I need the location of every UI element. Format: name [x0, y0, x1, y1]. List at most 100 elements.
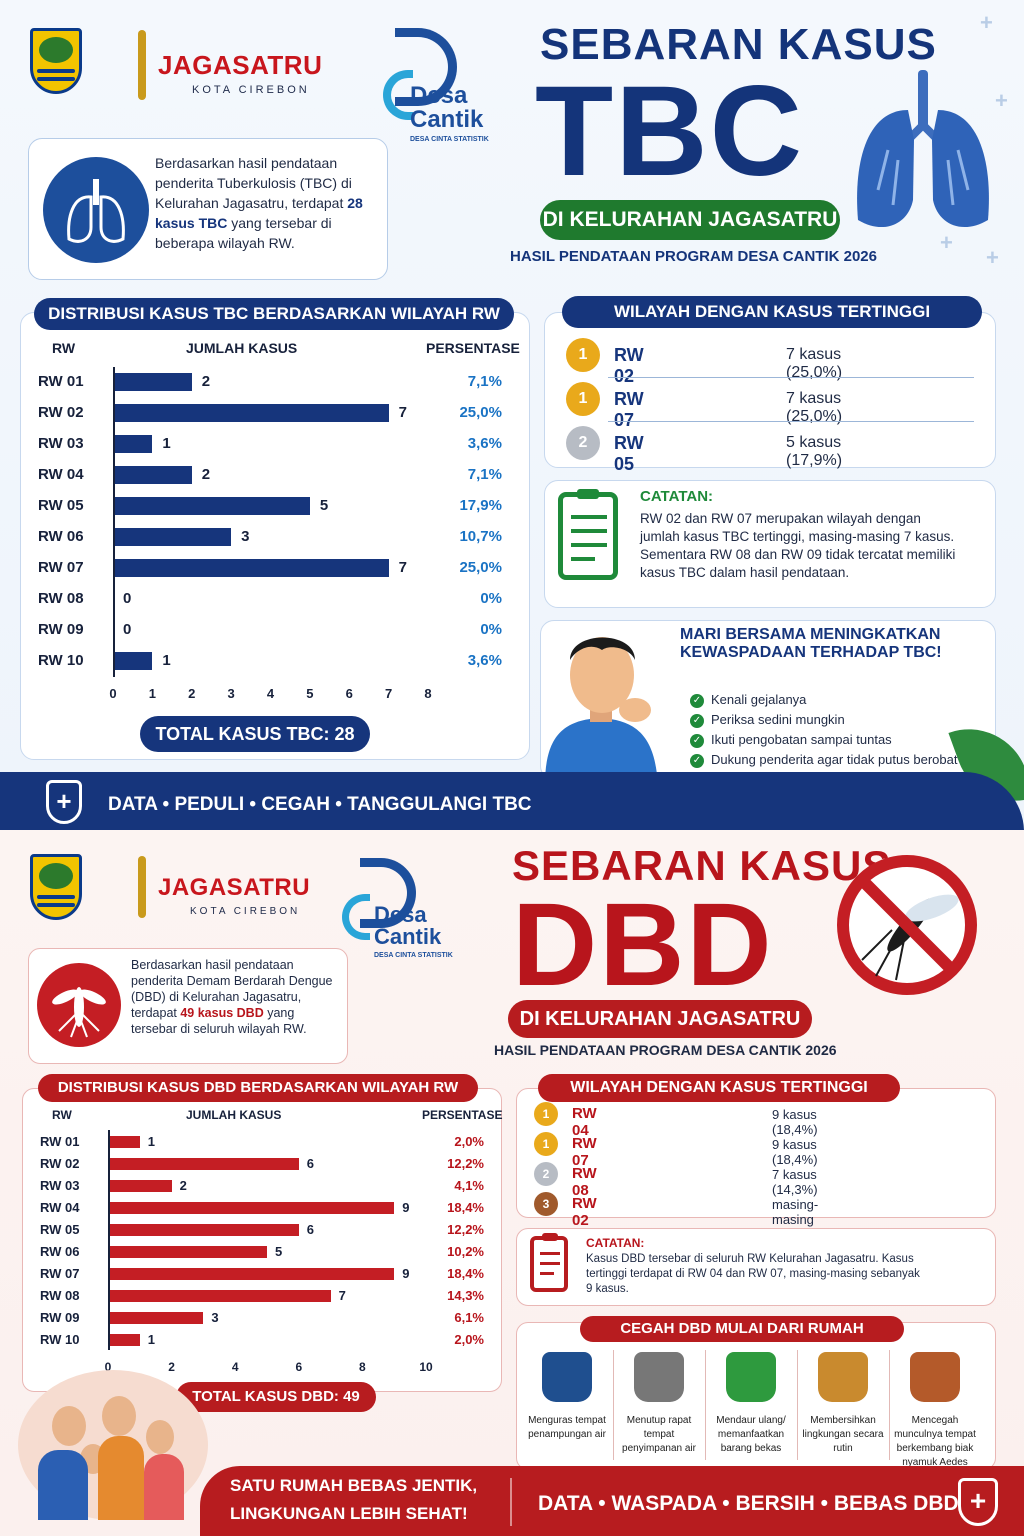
prevention-divider: [613, 1350, 614, 1460]
awareness-item-text: Periksa sedini mungkin: [711, 712, 845, 727]
tbc-col-jumlah: JUMLAH KASUS: [186, 340, 298, 356]
prevention-item-label: Menguras tempat penampungan air: [528, 1415, 606, 1440]
page-title-line-1: SEBARAN KASUS: [512, 842, 892, 889]
tbc-chart-title: DISTRIBUSI KASUS TBC BERDASARKAN WILAYAH…: [34, 298, 514, 330]
city-crest-logo: [30, 854, 82, 920]
awareness-item: ✓ Periksa sedini mungkin: [690, 712, 845, 728]
rank-medal-icon: 1: [566, 382, 600, 416]
plus-decoration-icon: +: [980, 10, 993, 35]
no-mosquito-icon: [837, 855, 977, 995]
desa-logo-word-2: Cantik: [410, 106, 484, 133]
awareness-item-text: Dukung penderita agar tidak putus beroba…: [711, 752, 958, 767]
dbd-slogan-line-2: LINGKUNGAN LEBIH SEHAT!: [230, 1504, 468, 1523]
location-pill: DI KELURAHAN JAGASATRU: [508, 1000, 812, 1038]
rank-medal-icon: 2: [566, 426, 600, 460]
desa-logo-subtext: DESA CINTA STATISTIK: [410, 136, 489, 143]
top-region-divider: [608, 377, 974, 378]
dbd-top-title: WILAYAH DENGAN KASUS TERTINGGI: [538, 1074, 900, 1102]
awareness-item: ✓ Dukung penderita agar tidak putus berob…: [690, 752, 957, 768]
dbd-col-jumlah: JUMLAH KASUS: [186, 1108, 282, 1122]
top-region-name: RW 05: [614, 433, 644, 474]
dbd-note-text: Kasus DBD tersebar di seluruh RW Kelurah…: [586, 1253, 920, 1295]
dbd-footer-bar: [200, 1466, 1024, 1536]
rank-medal-icon: 3: [534, 1192, 558, 1216]
dbd-top-card: [516, 1088, 996, 1218]
desa-logo-word-1: Desa: [374, 902, 427, 927]
check-icon: ✓: [690, 733, 704, 748]
dbd-chart-card: [22, 1088, 502, 1392]
check-icon: ✓: [690, 753, 704, 768]
plus-decoration-icon: +: [940, 230, 953, 255]
tbc-note-card: [544, 480, 996, 608]
desa-cantik-logo-mark: [395, 28, 457, 106]
program-subtitle: HASIL PENDATAAN PROGRAM DESA CANTIK 2026: [510, 248, 877, 265]
dbd-footer-text: DATA • WASPADA • BERSIH • BEBAS DBD: [538, 1492, 959, 1515]
top-region-name: RW 08: [572, 1165, 597, 1199]
top-region-name: RW 02: [614, 345, 644, 386]
rank-medal-icon: 2: [534, 1162, 558, 1186]
awareness-item: ✓ Ikuti pengobatan sampai tuntas: [690, 732, 892, 748]
family-illustration: [18, 1370, 208, 1520]
coughing-person-illustration: [545, 637, 658, 785]
clipboard-icon: [530, 1233, 568, 1292]
rank-medal-icon: 1: [534, 1132, 558, 1156]
lungs-badge-icon: [43, 157, 149, 263]
dbd-slogan-line-1: SATU RUMAH BEBAS JENTIK,: [230, 1476, 478, 1495]
tbc-footer-text: DATA • PEDULI • CEGAH • TANGGULANGI TBC: [108, 794, 532, 815]
plus-decoration-icon: +: [986, 245, 999, 270]
desa-logo-subtext: DESA CINTA STATISTIK: [374, 952, 453, 959]
tbc-col-persentase: PERSENTASE: [426, 340, 520, 356]
tbc-col-rw: RW: [52, 340, 76, 356]
awareness-item-text: Kenali gejalanya: [711, 692, 807, 707]
shield-icon: +: [958, 1478, 998, 1526]
dbd-note-title: CATATAN:: [586, 1236, 645, 1250]
intro-text: Berdasarkan hasil pendataan penderita De…: [131, 958, 333, 1036]
top-region-value: 5 kasus (17,9%): [786, 434, 843, 469]
awareness-item-text: Ikuti pengobatan sampai tuntas: [711, 732, 892, 747]
tbc-note-title: CATATAN:: [640, 488, 714, 505]
shield-icon: +: [46, 780, 82, 824]
lungs-icon: [857, 70, 989, 228]
top-region-name: RW 04: [572, 1105, 597, 1139]
scepter-icon: [138, 30, 146, 100]
city-crest-logo: [30, 28, 82, 94]
dbd-note-card: [516, 1228, 996, 1306]
dbd-col-persentase: PERSENTASE: [422, 1108, 503, 1122]
dbd-slogan: SATU RUMAH BEBAS JENTIK, LINGKUNGAN LEBI…: [230, 1472, 477, 1528]
tbc-note-text: RW 02 dan RW 07 merupakan wilayah dengan…: [640, 511, 956, 580]
intro-card: Berdasarkan hasil pendataan penderita Tu…: [28, 138, 388, 280]
dbd-total-pill: TOTAL KASUS DBD: 49: [176, 1382, 376, 1412]
plus-decoration-icon: +: [995, 88, 1008, 113]
dbd-section: JAGASATRU KOTA CIREBON Desa Cantik DESA …: [0, 830, 1024, 1536]
top-region-value: 9 kasus (18,4%): [772, 1107, 818, 1137]
prevention-item-label: Membersihkan lingkungan secara rutin: [802, 1415, 884, 1454]
desa-logo-word-1: Desa: [410, 82, 468, 109]
dbd-col-rw: RW: [52, 1108, 72, 1122]
top-region-name: RW 07: [572, 1135, 597, 1169]
desa-cantik-logo-mark: [360, 858, 416, 928]
jagasatru-logo-subtext: KOTA CIREBON: [192, 84, 310, 96]
top-region-value: 7 kasus (14,3%): [772, 1167, 818, 1197]
rank-medal-icon: 1: [566, 338, 600, 372]
top-region-divider: [608, 421, 974, 422]
clipboard-icon: [558, 489, 618, 580]
covered-container-icon: [634, 1352, 684, 1402]
prevention-divider: [889, 1350, 890, 1460]
top-region-value: 7 kasus (25,0%): [786, 346, 843, 381]
page-title-dbd: DBD: [512, 879, 774, 1011]
jagasatru-logo-text: JAGASATRU: [158, 50, 323, 80]
rank-medal-icon: 1: [534, 1102, 558, 1126]
intro-card: Berdasarkan hasil pendataan penderita De…: [28, 948, 348, 1064]
tbc-section: + + + + JAGASATRU KOTA CIREBON Desa Cant…: [0, 0, 1024, 830]
location-pill: DI KELURAHAN JAGASATRU: [540, 200, 840, 240]
desa-cantik-logo-curve: [383, 70, 413, 120]
tbc-awareness-title: MARI BERSAMA MENINGKATKAN KEWASPADAAN TE…: [680, 626, 942, 661]
jagasatru-logo-subtext: KOTA CIREBON: [190, 906, 301, 917]
dbd-prevention-title: CEGAH DBD MULAI DARI RUMAH: [580, 1316, 904, 1342]
plant-pot-icon: [910, 1352, 960, 1402]
top-region-value: 7 kasus (25,0%): [786, 390, 843, 425]
top-region-name: RW 07: [614, 389, 644, 430]
desa-cantik-logo-curve: [342, 894, 370, 940]
tbc-top-card: [544, 312, 996, 468]
prevention-item-label: Menutup rapat tempat penyimpanan air: [622, 1415, 696, 1454]
